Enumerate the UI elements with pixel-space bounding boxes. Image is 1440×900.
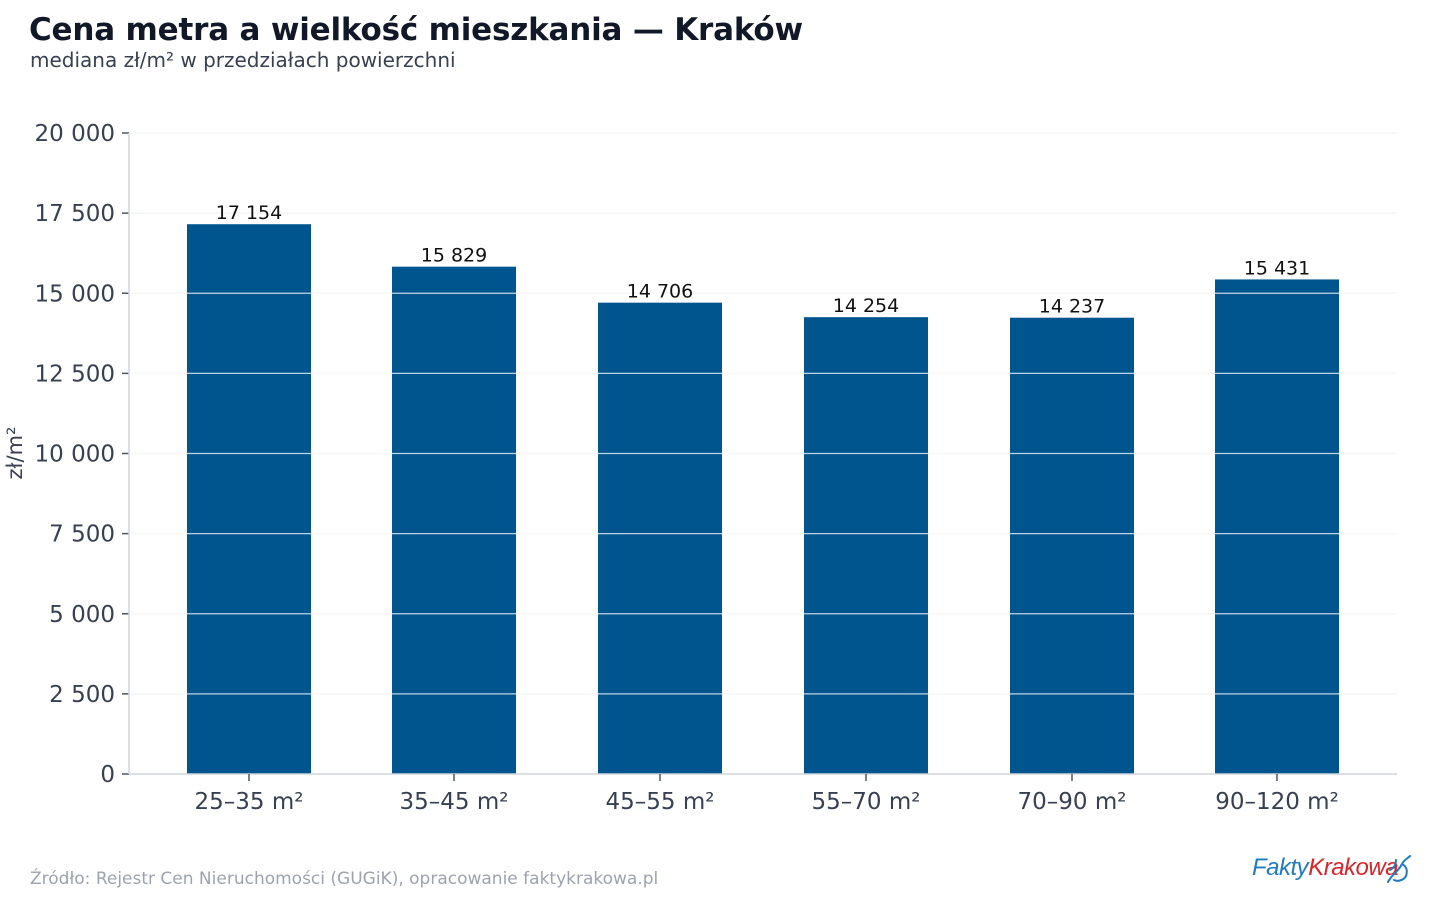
bar-value-label: 14 237	[1039, 296, 1105, 318]
bars	[187, 224, 1339, 774]
bar-value-label: 15 431	[1244, 257, 1310, 279]
logo-part-fakty: Fakty	[1252, 854, 1309, 881]
source-note: Źródło: Rejestr Cen Nieruchomości (GUGiK…	[30, 869, 659, 889]
chart-title: Cena metra a wielkość mieszkania — Krakó…	[29, 12, 803, 48]
y-tick-label: 5 000	[49, 602, 115, 628]
bar-value-label: 14 254	[833, 295, 899, 317]
bar	[804, 317, 928, 774]
logo-part-krakowa: Krakowa	[1308, 854, 1399, 881]
bar	[187, 224, 311, 774]
x-tick-label: 55–70 m²	[812, 789, 921, 815]
y-tick-label: 10 000	[35, 442, 115, 468]
y-tick-label: 12 500	[35, 361, 115, 387]
y-tick-label: 7 500	[49, 522, 115, 548]
y-tick-label: 15 000	[35, 281, 115, 307]
faktykrakowa-logo: FaktyKrakowa	[1250, 852, 1412, 890]
x-tick-label: 25–35 m²	[195, 789, 304, 815]
x-tick-label: 90–120 m²	[1215, 789, 1339, 815]
x-tick-label: 45–55 m²	[606, 789, 715, 815]
bar-value-label: 14 706	[627, 281, 693, 303]
axes: 0 2 500 5 000 7 500 10 000 12 500 15 000 17 500…	[35, 121, 1397, 815]
y-axis-title: zł/m²	[3, 427, 27, 480]
dragon-icon	[1387, 855, 1411, 883]
logo-wordmark: FaktyKrakowa	[1252, 854, 1399, 882]
bar	[1215, 279, 1339, 774]
y-tick-label: 2 500	[49, 682, 115, 708]
x-tick-label: 70–90 m²	[1018, 789, 1127, 815]
bar	[598, 302, 722, 774]
bar	[1010, 317, 1134, 774]
gridlines-over-bars	[129, 132, 1397, 695]
y-tick-label: 0	[100, 762, 115, 788]
y-tick-label: 17 500	[35, 201, 115, 227]
x-tick-label: 35–45 m²	[400, 789, 509, 815]
value-labels: 17 154 15 829 14 706 14 254 14 237 15 431	[216, 202, 1310, 317]
y-tick-label: 20 000	[35, 121, 115, 147]
bar-value-label: 17 154	[216, 202, 282, 224]
gridlines	[129, 132, 1397, 695]
bar	[392, 266, 516, 774]
chart-subtitle: mediana zł/m² w przedziałach powierzchni	[30, 48, 456, 72]
bar-value-label: 15 829	[421, 245, 487, 267]
